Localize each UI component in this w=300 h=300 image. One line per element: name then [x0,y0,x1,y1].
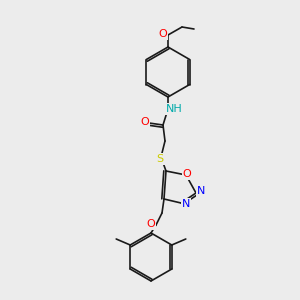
Text: O: O [147,219,155,229]
Text: O: O [141,117,149,127]
Text: O: O [183,169,191,179]
Text: S: S [156,154,164,164]
Text: N: N [182,199,190,209]
Text: O: O [159,29,167,39]
Text: NH: NH [166,104,182,114]
Text: N: N [197,186,205,196]
